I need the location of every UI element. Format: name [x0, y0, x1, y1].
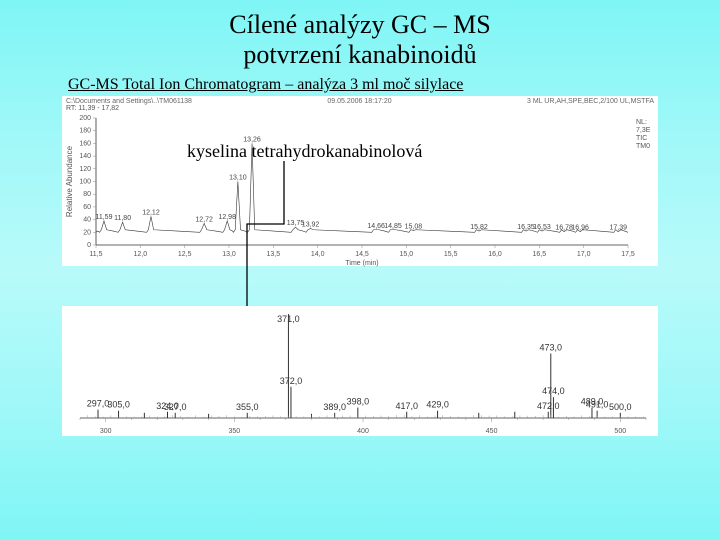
svg-text:350: 350: [229, 428, 241, 435]
svg-text:398,0: 398,0: [347, 396, 370, 406]
mass-spectrum-panel: 300350400450500297,0305,0324,0327,0355,0…: [62, 306, 658, 436]
svg-text:305,0: 305,0: [107, 400, 130, 410]
svg-text:450: 450: [486, 428, 498, 435]
svg-text:491,0: 491,0: [586, 400, 609, 410]
chromatogram-panel: C:\Documents and Settings\..\TM061138 09…: [62, 96, 658, 266]
svg-text:355,0: 355,0: [236, 402, 259, 412]
svg-text:372,0: 372,0: [280, 376, 303, 386]
svg-text:474,0: 474,0: [542, 386, 565, 396]
svg-text:417,0: 417,0: [395, 401, 418, 411]
svg-text:429,0: 429,0: [426, 400, 449, 410]
svg-text:472,0: 472,0: [537, 401, 560, 411]
svg-text:400: 400: [357, 428, 369, 435]
svg-text:473,0: 473,0: [540, 342, 563, 352]
slide-title: Cílené analýzy GC – MS potvrzení kanabin…: [0, 0, 720, 70]
svg-text:300: 300: [100, 428, 112, 435]
svg-text:297,0: 297,0: [87, 398, 110, 408]
svg-text:327,0: 327,0: [164, 402, 187, 412]
svg-text:500: 500: [614, 428, 626, 435]
subtitle: GC-MS Total Ion Chromatogram – analýza 3…: [0, 70, 720, 96]
title-line1: Cílené analýzy GC – MS: [0, 10, 720, 40]
mass-spectrum-svg: 300350400450500297,0305,0324,0327,0355,0…: [62, 306, 658, 436]
title-line2: potvrzení kanabinoidů: [0, 40, 720, 70]
svg-text:389,0: 389,0: [323, 402, 346, 412]
svg-text:500,0: 500,0: [609, 402, 632, 412]
svg-text:371,0: 371,0: [277, 314, 300, 324]
